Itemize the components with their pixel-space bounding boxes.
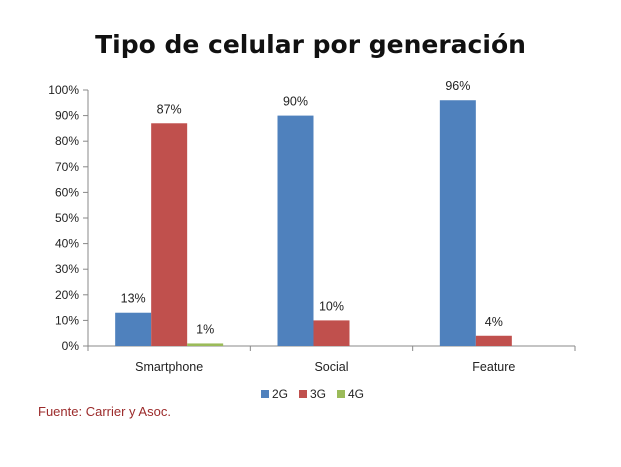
bar-2g-social	[277, 115, 314, 346]
source-note: Fuente: Carrier y Asoc.	[38, 404, 171, 419]
legend-label-3g: 3G	[310, 387, 326, 401]
bar-3g-feature	[475, 335, 512, 346]
y-tick-label: 10%	[55, 313, 79, 327]
y-tick-label: 0%	[62, 339, 80, 353]
data-label: 90%	[283, 95, 308, 109]
y-tick-label: 90%	[55, 109, 79, 123]
chart-title: Tipo de celular por generación	[95, 30, 526, 59]
data-label: 1%	[196, 322, 214, 336]
legend-label-2g: 2G	[272, 387, 288, 401]
y-tick-label: 100%	[48, 83, 79, 97]
legend-swatch-2g	[261, 390, 269, 398]
bar-3g-smartphone	[151, 123, 188, 346]
legend-label-4g: 4G	[348, 387, 364, 401]
bar-2g-feature	[439, 100, 476, 347]
y-tick-label: 20%	[55, 288, 79, 302]
x-category-label: Feature	[472, 360, 515, 374]
legend-swatch-4g	[337, 390, 345, 398]
data-label: 4%	[485, 315, 503, 329]
data-label: 13%	[121, 292, 146, 306]
y-tick-label: 80%	[55, 134, 79, 148]
y-tick-label: 50%	[55, 211, 79, 225]
bar-2g-smartphone	[115, 312, 152, 346]
x-category-label: Social	[314, 360, 348, 374]
y-tick-label: 40%	[55, 237, 79, 251]
x-category-label: Smartphone	[135, 360, 203, 374]
data-label: 87%	[157, 102, 182, 116]
y-tick-label: 70%	[55, 160, 79, 174]
bar-3g-social	[313, 320, 350, 346]
y-tick-label: 30%	[55, 262, 79, 276]
y-tick-label: 60%	[55, 185, 79, 199]
data-label: 96%	[445, 79, 470, 93]
legend-swatch-3g	[299, 390, 307, 398]
data-label: 10%	[319, 299, 344, 313]
bar-4g-smartphone	[187, 343, 224, 346]
